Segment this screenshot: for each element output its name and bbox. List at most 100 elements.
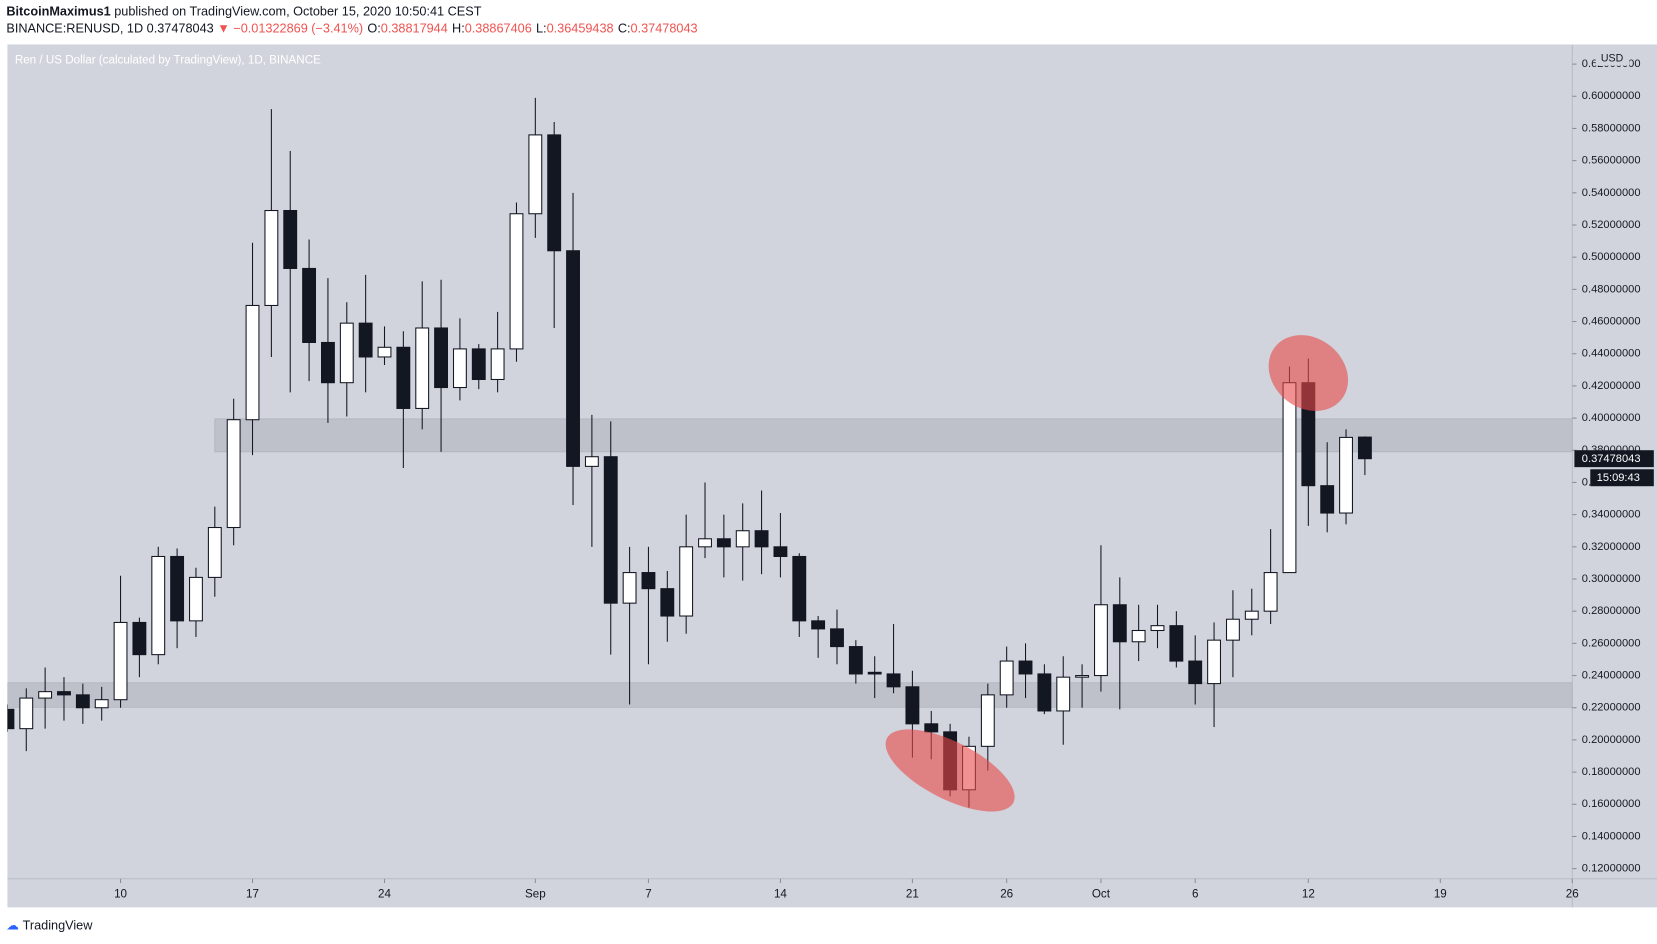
candle-body (698, 538, 712, 548)
currency-label: USD (1601, 53, 1624, 65)
candle-body (113, 621, 128, 701)
candle-body (1037, 673, 1052, 712)
publisher: BitcoinMaximus1 (6, 5, 110, 19)
x-tick-label: 6 (1192, 888, 1198, 901)
x-tick-label: 14 (774, 888, 787, 901)
candle-body (1244, 610, 1259, 620)
candle-body (924, 723, 939, 733)
y-tick-label: 0.28000000 (1582, 605, 1641, 617)
candle-body (57, 691, 71, 696)
candle-body (886, 673, 901, 688)
y-tick-label: 0.52000000 (1582, 219, 1641, 231)
candle-body (999, 660, 1014, 696)
candle-body (245, 304, 260, 421)
change: ▼ −0.01322869 (−3.41%) (217, 22, 363, 36)
candle-body (471, 348, 486, 381)
chart-area (7, 44, 1657, 908)
x-tick-label: Sep (525, 888, 546, 901)
y-tick-label: 0.56000000 (1582, 155, 1641, 167)
candle-body (94, 699, 109, 709)
y-tick-label: 0.26000000 (1582, 637, 1641, 649)
candle-body (283, 209, 298, 269)
candle-body (132, 621, 147, 656)
highlight (1268, 335, 1349, 411)
candle-body (641, 572, 656, 590)
logo-icon: ☁ (6, 919, 22, 933)
chart-title: Ren / US Dollar (calculated by TradingVi… (15, 53, 321, 66)
candle-body (1112, 604, 1127, 643)
candle-body (1357, 436, 1372, 460)
candle-body (1018, 660, 1033, 675)
candle-body (75, 694, 90, 709)
candle-body (509, 213, 524, 350)
ohlc-value: 0.38817944 (381, 22, 448, 36)
candle-body (980, 694, 995, 747)
candle-body (660, 588, 675, 617)
y-tick-label: 0.46000000 (1582, 315, 1641, 327)
candle-body (905, 686, 920, 725)
ohlc-value: 0.38867406 (465, 22, 532, 36)
candle-body (452, 348, 467, 389)
candle-body (38, 691, 53, 699)
candle-body (189, 576, 203, 622)
y-tick-label: 0.14000000 (1582, 830, 1641, 842)
x-tick-label: 19 (1434, 888, 1447, 901)
x-tick-label: 26 (1566, 888, 1579, 901)
candle-body (716, 538, 731, 548)
ohlc-key: L: (536, 22, 547, 36)
candle-body (528, 134, 543, 215)
zone (7, 682, 1573, 708)
x-tick-label: 10 (114, 888, 127, 901)
y-tick-label: 0.50000000 (1582, 251, 1641, 263)
candle-body (415, 327, 430, 409)
candle-body (679, 546, 694, 617)
candle-body (1207, 639, 1222, 685)
candle-body (584, 456, 599, 467)
x-tick-label: Oct (1092, 888, 1111, 901)
candle-body (830, 628, 844, 648)
candle-body (396, 346, 411, 409)
candle-body (1169, 625, 1184, 662)
candle-body (1150, 625, 1165, 632)
candle-body (1339, 436, 1353, 514)
ohlc-value: 0.36459438 (547, 22, 614, 36)
candle-body (1131, 629, 1146, 643)
y-tick-label: 0.48000000 (1582, 283, 1641, 295)
candle-body (1188, 660, 1203, 685)
candle-body (320, 341, 335, 384)
candle-body (811, 620, 826, 630)
publish-line: BitcoinMaximus1 published on TradingView… (6, 5, 481, 19)
candle-body (377, 346, 392, 358)
candle-body (1263, 572, 1278, 612)
candle-body (566, 250, 580, 467)
y-tick-label: 0.22000000 (1582, 702, 1641, 714)
candle-body (1282, 382, 1297, 574)
candle-body (1225, 618, 1240, 641)
candle-body (434, 327, 448, 389)
y-tick-label: 0.18000000 (1582, 766, 1641, 778)
y-tick-label: 0.58000000 (1582, 122, 1641, 134)
candle-body (735, 530, 750, 548)
candle-body (226, 419, 241, 529)
candle-body (302, 267, 317, 344)
candle-body (754, 530, 769, 548)
y-tick-label: 0.16000000 (1582, 798, 1641, 810)
candle-body (264, 209, 279, 306)
candle-body (339, 322, 354, 384)
x-tick-label: 24 (378, 888, 391, 901)
plot (7, 97, 1573, 812)
x-tick-label: 21 (906, 888, 919, 901)
candle-body (207, 526, 222, 578)
y-tick-label: 0.34000000 (1582, 509, 1641, 521)
y-tick-label: 0.40000000 (1582, 412, 1641, 424)
y-tick-label: 0.44000000 (1582, 348, 1641, 360)
symbol-line: BINANCE:RENUSD, 1D 0.37478043 ▼ −0.01322… (6, 22, 697, 36)
ohlc-key: O: (367, 22, 380, 36)
ohlc-value: 0.37478043 (631, 22, 698, 36)
candle-body (1056, 676, 1071, 712)
y-tick-label: 0.12000000 (1582, 863, 1641, 875)
highlight (885, 729, 1015, 812)
candle-body (848, 646, 863, 675)
y-tick-label: 0.24000000 (1582, 669, 1641, 681)
currency-badge (1595, 50, 1630, 66)
